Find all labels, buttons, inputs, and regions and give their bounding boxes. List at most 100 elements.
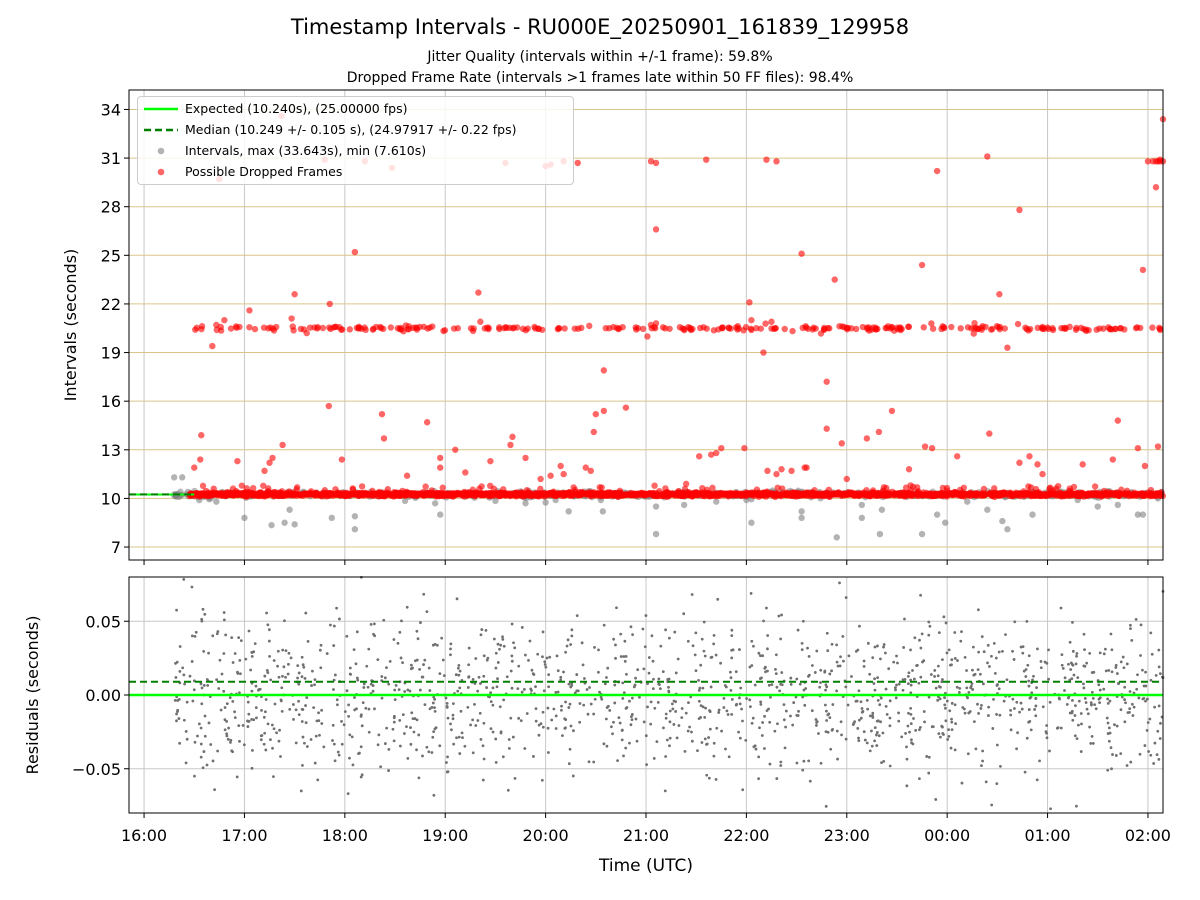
residual-point: [1088, 651, 1092, 655]
dropped-frame-point: [639, 325, 647, 333]
residual-point: [1098, 701, 1101, 704]
residual-point: [484, 628, 488, 632]
dropped-frame-point: [709, 484, 716, 492]
residual-point: [1134, 618, 1138, 621]
dropped-frame-point: [667, 490, 674, 497]
residual-point: [193, 774, 196, 778]
residual-point: [502, 698, 506, 702]
residual-point: [1027, 679, 1031, 683]
residual-point: [722, 697, 726, 700]
dropped-frame-point: [1101, 490, 1108, 498]
residual-point: [760, 734, 764, 737]
dropped-frame-point: [548, 490, 555, 498]
residual-point: [233, 652, 237, 655]
residual-point: [247, 719, 251, 723]
residual-point: [428, 689, 432, 692]
residual-point: [297, 713, 301, 717]
dropped-frame-point: [251, 325, 259, 333]
residual-point: [569, 724, 573, 728]
dropped-frame-point: [235, 489, 242, 497]
dropped-frame-point: [314, 491, 321, 498]
residual-point: [223, 728, 227, 732]
dropped-frame-point: [302, 490, 309, 497]
residual-point: [1023, 770, 1027, 774]
intervals-marker-swatch: [157, 147, 165, 155]
residual-point: [233, 716, 237, 720]
residual-point: [418, 688, 422, 692]
residual-point: [918, 725, 922, 729]
dropped-frame-point: [1128, 491, 1135, 498]
residual-point: [225, 732, 229, 736]
residual-point: [492, 637, 496, 641]
residual-point: [231, 750, 234, 754]
dropped-frame-point: [506, 491, 513, 498]
residual-point: [302, 741, 306, 745]
residual-point: [450, 728, 453, 732]
residual-point: [520, 690, 524, 694]
residual-point: [904, 731, 907, 735]
dropped-frame-point: [291, 291, 298, 298]
residual-point: [1025, 619, 1029, 623]
dropped-frame-point: [454, 325, 462, 332]
y-tick-label: 16: [101, 392, 121, 411]
residual-point: [600, 697, 604, 701]
residual-point: [1060, 663, 1064, 667]
residual-point: [945, 699, 949, 703]
residual-point: [938, 697, 942, 701]
residual-point: [714, 653, 718, 657]
residual-point: [336, 703, 339, 707]
residual-point: [446, 755, 449, 759]
residual-point: [376, 658, 380, 661]
interval-point: [599, 508, 607, 515]
residual-point: [567, 682, 571, 686]
residual-point: [933, 675, 937, 678]
residual-point: [564, 700, 567, 704]
residual-point: [181, 666, 185, 670]
residual-point: [1079, 750, 1083, 753]
residual-point: [353, 696, 356, 699]
residual-point: [879, 657, 882, 661]
residual-point: [759, 700, 763, 704]
interval-point: [281, 519, 288, 526]
x-tick-label: 23:00: [824, 826, 870, 845]
residual-point: [474, 657, 478, 660]
residual-point: [734, 670, 738, 674]
interval-point: [858, 514, 866, 522]
residual-point: [829, 747, 833, 751]
dropped-frame-point: [996, 291, 1003, 298]
residual-point: [728, 670, 732, 674]
residual-point: [304, 721, 308, 725]
residual-point: [842, 659, 845, 663]
residual-point: [410, 711, 414, 715]
residual-point: [1146, 721, 1150, 724]
residual-point: [1111, 753, 1114, 756]
residual-point: [722, 706, 726, 709]
residual-point: [231, 699, 235, 703]
dropped-frame-point: [891, 489, 898, 497]
residual-point: [517, 664, 521, 668]
residual-point: [999, 765, 1002, 768]
residual-point: [666, 678, 670, 681]
residual-point: [348, 733, 352, 737]
residual-point: [740, 707, 743, 711]
residual-point: [286, 672, 290, 676]
residual-point: [259, 738, 263, 742]
residual-point: [1074, 704, 1077, 707]
residual-point: [269, 678, 273, 682]
residual-point: [774, 667, 777, 671]
residual-point: [345, 634, 349, 638]
residual-point: [432, 793, 436, 797]
residual-point: [347, 714, 351, 718]
dropped-frame-point: [1109, 456, 1117, 463]
x-tick-label: 19:00: [422, 826, 468, 845]
residual-point: [185, 700, 189, 704]
residual-point: [950, 658, 954, 662]
legend-label-intervals: Intervals, max (33.643s), min (7.610s): [185, 143, 427, 158]
residual-point: [606, 666, 610, 670]
residual-point: [519, 719, 523, 723]
legend-item-expected: Expected (10.240s), (25.00000 fps): [138, 99, 573, 119]
residual-point: [506, 788, 510, 792]
residual-point: [473, 682, 477, 685]
dropped-frame-point: [896, 325, 904, 332]
residual-point: [445, 704, 449, 708]
